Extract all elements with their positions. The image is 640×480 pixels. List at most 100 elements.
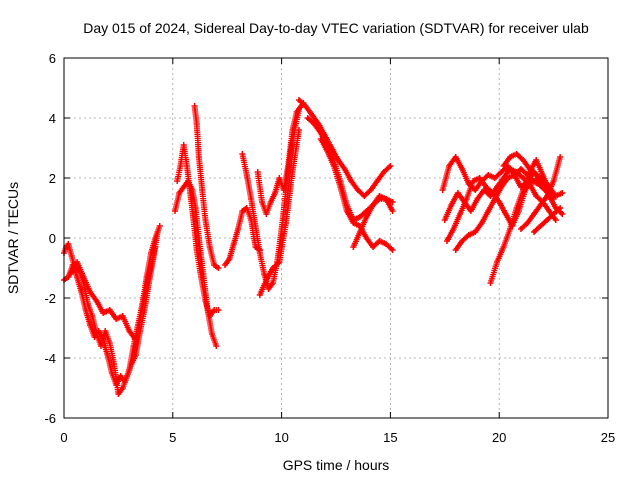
y-tick-label: 0 <box>49 231 56 246</box>
data-point <box>252 223 259 229</box>
data-point <box>193 121 200 127</box>
data-series-22 <box>531 205 564 235</box>
data-point <box>97 343 104 349</box>
x-tick-label: 10 <box>274 430 288 445</box>
data-point <box>361 193 368 199</box>
data-point <box>87 289 94 295</box>
data-point <box>139 307 146 313</box>
data-point <box>363 214 370 220</box>
data-point <box>256 292 263 298</box>
data-point <box>537 223 544 229</box>
data-point <box>239 151 246 157</box>
data-point <box>256 250 263 256</box>
data-point <box>483 184 490 190</box>
data-point <box>557 154 564 160</box>
data-point <box>311 121 318 127</box>
data-series-11 <box>296 97 394 199</box>
x-tick-label: 5 <box>169 430 176 445</box>
data-point <box>171 208 178 214</box>
data-point <box>441 217 448 223</box>
data-point <box>100 310 107 316</box>
data-point <box>195 235 202 241</box>
data-point <box>363 235 370 241</box>
data-point <box>289 127 296 133</box>
y-tick-label: -6 <box>44 411 56 426</box>
data-point <box>243 205 250 211</box>
x-tick-label: 25 <box>601 430 615 445</box>
data-point <box>185 178 192 184</box>
data-point <box>102 328 109 334</box>
data-point <box>356 214 363 220</box>
data-point <box>235 226 242 232</box>
data-point <box>485 172 492 178</box>
data-point <box>552 217 559 223</box>
data-series-10 <box>256 127 303 298</box>
data-point <box>126 328 133 334</box>
y-tick-label: 4 <box>49 111 56 126</box>
data-point <box>341 166 348 172</box>
data-point <box>459 238 466 244</box>
data-point <box>206 244 213 250</box>
data-point <box>282 220 289 226</box>
data-point <box>80 274 87 280</box>
data-point <box>476 175 483 181</box>
data-point <box>439 187 446 193</box>
data-point <box>478 220 485 226</box>
data-point <box>174 178 181 184</box>
data-point <box>152 244 159 250</box>
data-point <box>304 115 311 121</box>
data-point <box>465 232 472 238</box>
data-point <box>552 193 559 199</box>
data-point <box>343 208 350 214</box>
data-point <box>128 361 135 367</box>
data-point <box>376 238 383 244</box>
data-point <box>369 244 376 250</box>
data-point <box>450 226 457 232</box>
grid <box>64 58 608 418</box>
data-point <box>452 247 459 253</box>
data-point <box>280 187 287 193</box>
data-point <box>317 136 324 142</box>
data-point <box>487 280 494 286</box>
data-point <box>269 265 276 271</box>
data-point <box>472 187 479 193</box>
data-point <box>350 244 357 250</box>
data-point <box>533 157 540 163</box>
data-point <box>457 211 464 217</box>
data-series-3 <box>67 244 159 343</box>
data-point <box>491 175 498 181</box>
data-point <box>302 103 309 109</box>
data-point <box>511 172 518 178</box>
data-point <box>513 151 520 157</box>
data-point <box>113 316 120 322</box>
data-point <box>132 352 139 358</box>
data-point <box>226 256 233 262</box>
data-point <box>376 193 383 199</box>
data-point <box>215 265 222 271</box>
data-point <box>183 163 190 169</box>
data-point <box>190 217 197 223</box>
data-point <box>259 199 266 205</box>
series-markers <box>304 115 396 223</box>
x-tick-label: 15 <box>383 430 397 445</box>
data-point <box>263 211 270 217</box>
series-markers <box>296 97 394 199</box>
data-point <box>533 193 540 199</box>
data-point <box>383 241 390 247</box>
data-point <box>496 199 503 205</box>
data-point <box>93 298 100 304</box>
data-point <box>324 148 331 154</box>
data-point <box>193 247 200 253</box>
data-point <box>317 130 324 136</box>
data-point <box>176 190 183 196</box>
data-point <box>448 202 455 208</box>
data-point <box>502 211 509 217</box>
data-point <box>356 229 363 235</box>
data-point <box>189 187 196 193</box>
data-point <box>180 184 187 190</box>
data-point <box>559 211 566 217</box>
data-point <box>330 163 337 169</box>
data-point <box>524 220 531 226</box>
data-point <box>230 241 237 247</box>
data-point <box>459 166 466 172</box>
